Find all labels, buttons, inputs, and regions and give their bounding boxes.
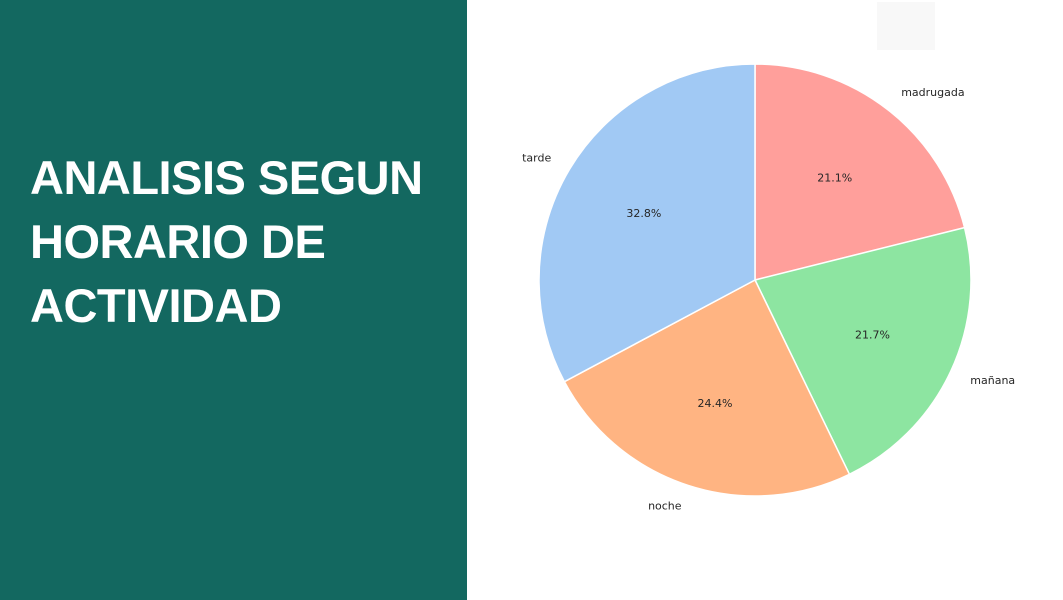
- pie-percent-labels: 21.1% 21.7% 24.4% 32.8%: [626, 171, 890, 409]
- pie-percent-label-noche: 24.4%: [697, 397, 732, 410]
- pie-slices: [538, 63, 972, 497]
- pie-percent-label-madrugada: 21.1%: [817, 171, 852, 184]
- pie-category-labels: madrugada mañana noche tarde: [522, 86, 1015, 512]
- slide-title-line-1: ANALISIS SEGUN: [30, 151, 423, 204]
- faint-decoration: [877, 2, 935, 50]
- pie-slice-madrugada: [754, 63, 966, 281]
- pie-slice-mañana: [753, 226, 972, 476]
- slide-title-line-3: ACTIVIDAD: [30, 279, 282, 332]
- pie-category-label-tarde: tarde: [522, 151, 551, 164]
- pie-chart: 21.1% 21.7% 24.4% 32.8% madrugada mañana noch…: [522, 63, 1015, 512]
- pie-category-label-mañana: mañana: [970, 374, 1015, 387]
- pie-category-label-madrugada: madrugada: [901, 86, 964, 99]
- chart-panel: 21.1% 21.7% 24.4% 32.8% madrugada mañana noch…: [467, 0, 1063, 600]
- title-panel: ANALISIS SEGUN HORARIO DE ACTIVIDAD: [0, 0, 467, 600]
- pie-slice-noche: [563, 278, 851, 497]
- pie-percent-label-tarde: 32.8%: [626, 207, 661, 220]
- slide-title-line-2: HORARIO DE: [30, 215, 326, 268]
- pie-percent-label-mañana: 21.7%: [855, 328, 890, 341]
- slide-title: ANALISIS SEGUN HORARIO DE ACTIVIDAD: [30, 146, 447, 338]
- pie-slice-tarde: [538, 63, 756, 383]
- pie-category-label-noche: noche: [648, 499, 682, 512]
